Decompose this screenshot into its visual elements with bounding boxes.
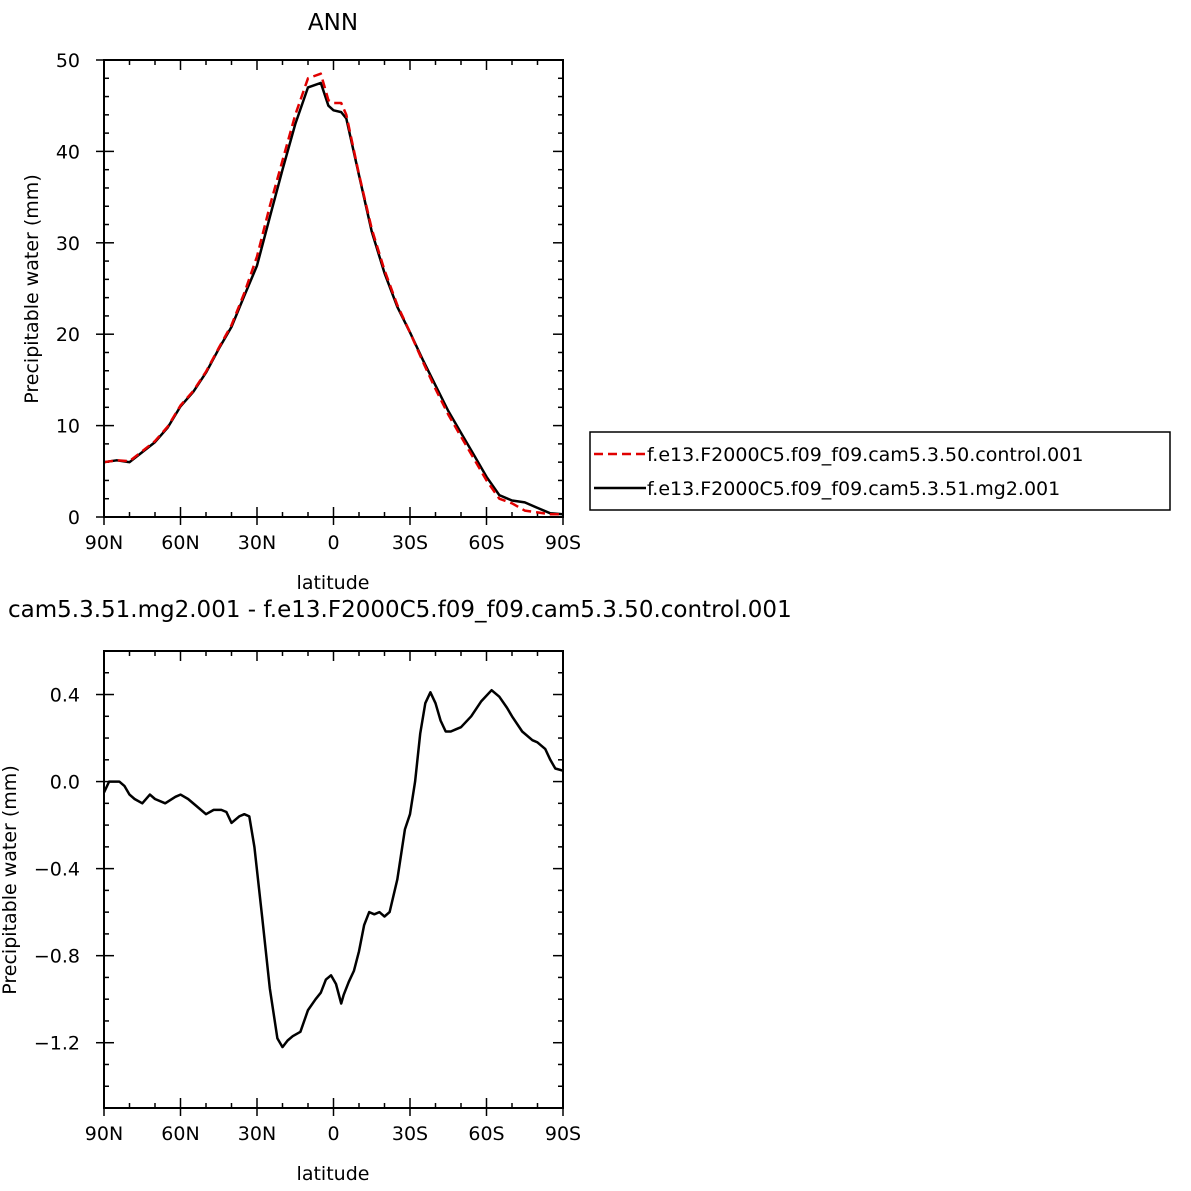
x-tick-label: 30S	[392, 1123, 428, 1145]
bottom-tick-labels: 90N 60N 30N 0 30S 60S 90S 0.4 0.0 −0.4 −0.8 −1.2	[34, 685, 581, 1145]
bottom-line-chart: 90N 60N 30N 0 30S 60S 90S 0.4 0.0 −0.4 −0.8 −1.2	[34, 650, 581, 1145]
x-tick-label: 0	[327, 532, 339, 554]
y-tick-label: 40	[56, 141, 80, 163]
y-tick-label: 10	[56, 416, 80, 438]
x-tick-label: 30S	[392, 532, 428, 554]
y-tick-label: 30	[56, 233, 80, 255]
bottom-x-axis-label: latitude	[297, 1163, 370, 1185]
x-tick-label: 60S	[468, 532, 504, 554]
x-tick-label: 0	[327, 1123, 339, 1145]
x-tick-label: 90S	[545, 1123, 581, 1145]
top-series-group	[103, 72, 564, 516]
series-line-0	[102, 688, 564, 1049]
top-chart-title: ANN	[308, 10, 358, 36]
top-y-axis-label: Precipitable water (mm)	[21, 174, 43, 403]
top-x-axis-label: latitude	[297, 572, 370, 594]
legend-label-control: f.e13.F2000C5.f09_f09.cam5.3.50.control.…	[647, 444, 1083, 466]
x-tick-label: 90N	[85, 1123, 123, 1145]
y-tick-label: 0.0	[50, 772, 80, 794]
bottom-axis-ticks	[96, 650, 564, 1116]
y-tick-label: 0.4	[50, 685, 80, 707]
y-tick-label: −0.8	[34, 946, 80, 968]
x-tick-label: 30N	[238, 532, 276, 554]
bottom-plot-frame	[103, 650, 564, 1109]
x-tick-label: 60N	[161, 532, 199, 554]
y-tick-label: −0.4	[34, 859, 80, 881]
top-plot-frame	[103, 59, 564, 518]
top-line-chart: 90N 60N 30N 0 30S 60S 90S 0 10 20 30 40 50	[56, 50, 581, 554]
bottom-series-group	[102, 688, 564, 1049]
y-tick-label: 0	[68, 507, 80, 529]
bottom-chart-title: cam5.3.51.mg2.001 - f.e13.F2000C5.f09_f0…	[8, 597, 792, 623]
legend: f.e13.F2000C5.f09_f09.cam5.3.50.control.…	[589, 431, 1171, 511]
legend-label-mg2: f.e13.F2000C5.f09_f09.cam5.3.51.mg2.001	[647, 478, 1060, 500]
y-tick-label: −1.2	[34, 1033, 80, 1055]
series-line-0	[103, 72, 563, 516]
legend-box	[589, 431, 1171, 511]
x-tick-label: 90N	[85, 532, 123, 554]
x-tick-label: 60S	[468, 1123, 504, 1145]
y-tick-label: 20	[56, 324, 80, 346]
top-axis-ticks	[96, 59, 564, 525]
x-tick-label: 60N	[161, 1123, 199, 1145]
bottom-y-axis-label: Precipitable water (mm)	[0, 765, 21, 994]
x-tick-label: 30N	[238, 1123, 276, 1145]
bottom-ylabel-mask-bottom	[0, 1022, 30, 1102]
bottom-ylabel-mask-top	[0, 651, 30, 739]
series-line-1	[103, 81, 564, 516]
x-tick-label: 90S	[545, 532, 581, 554]
top-tick-labels: 90N 60N 30N 0 30S 60S 90S 0 10 20 30 40 50	[56, 50, 581, 554]
y-tick-label: 50	[56, 50, 80, 72]
